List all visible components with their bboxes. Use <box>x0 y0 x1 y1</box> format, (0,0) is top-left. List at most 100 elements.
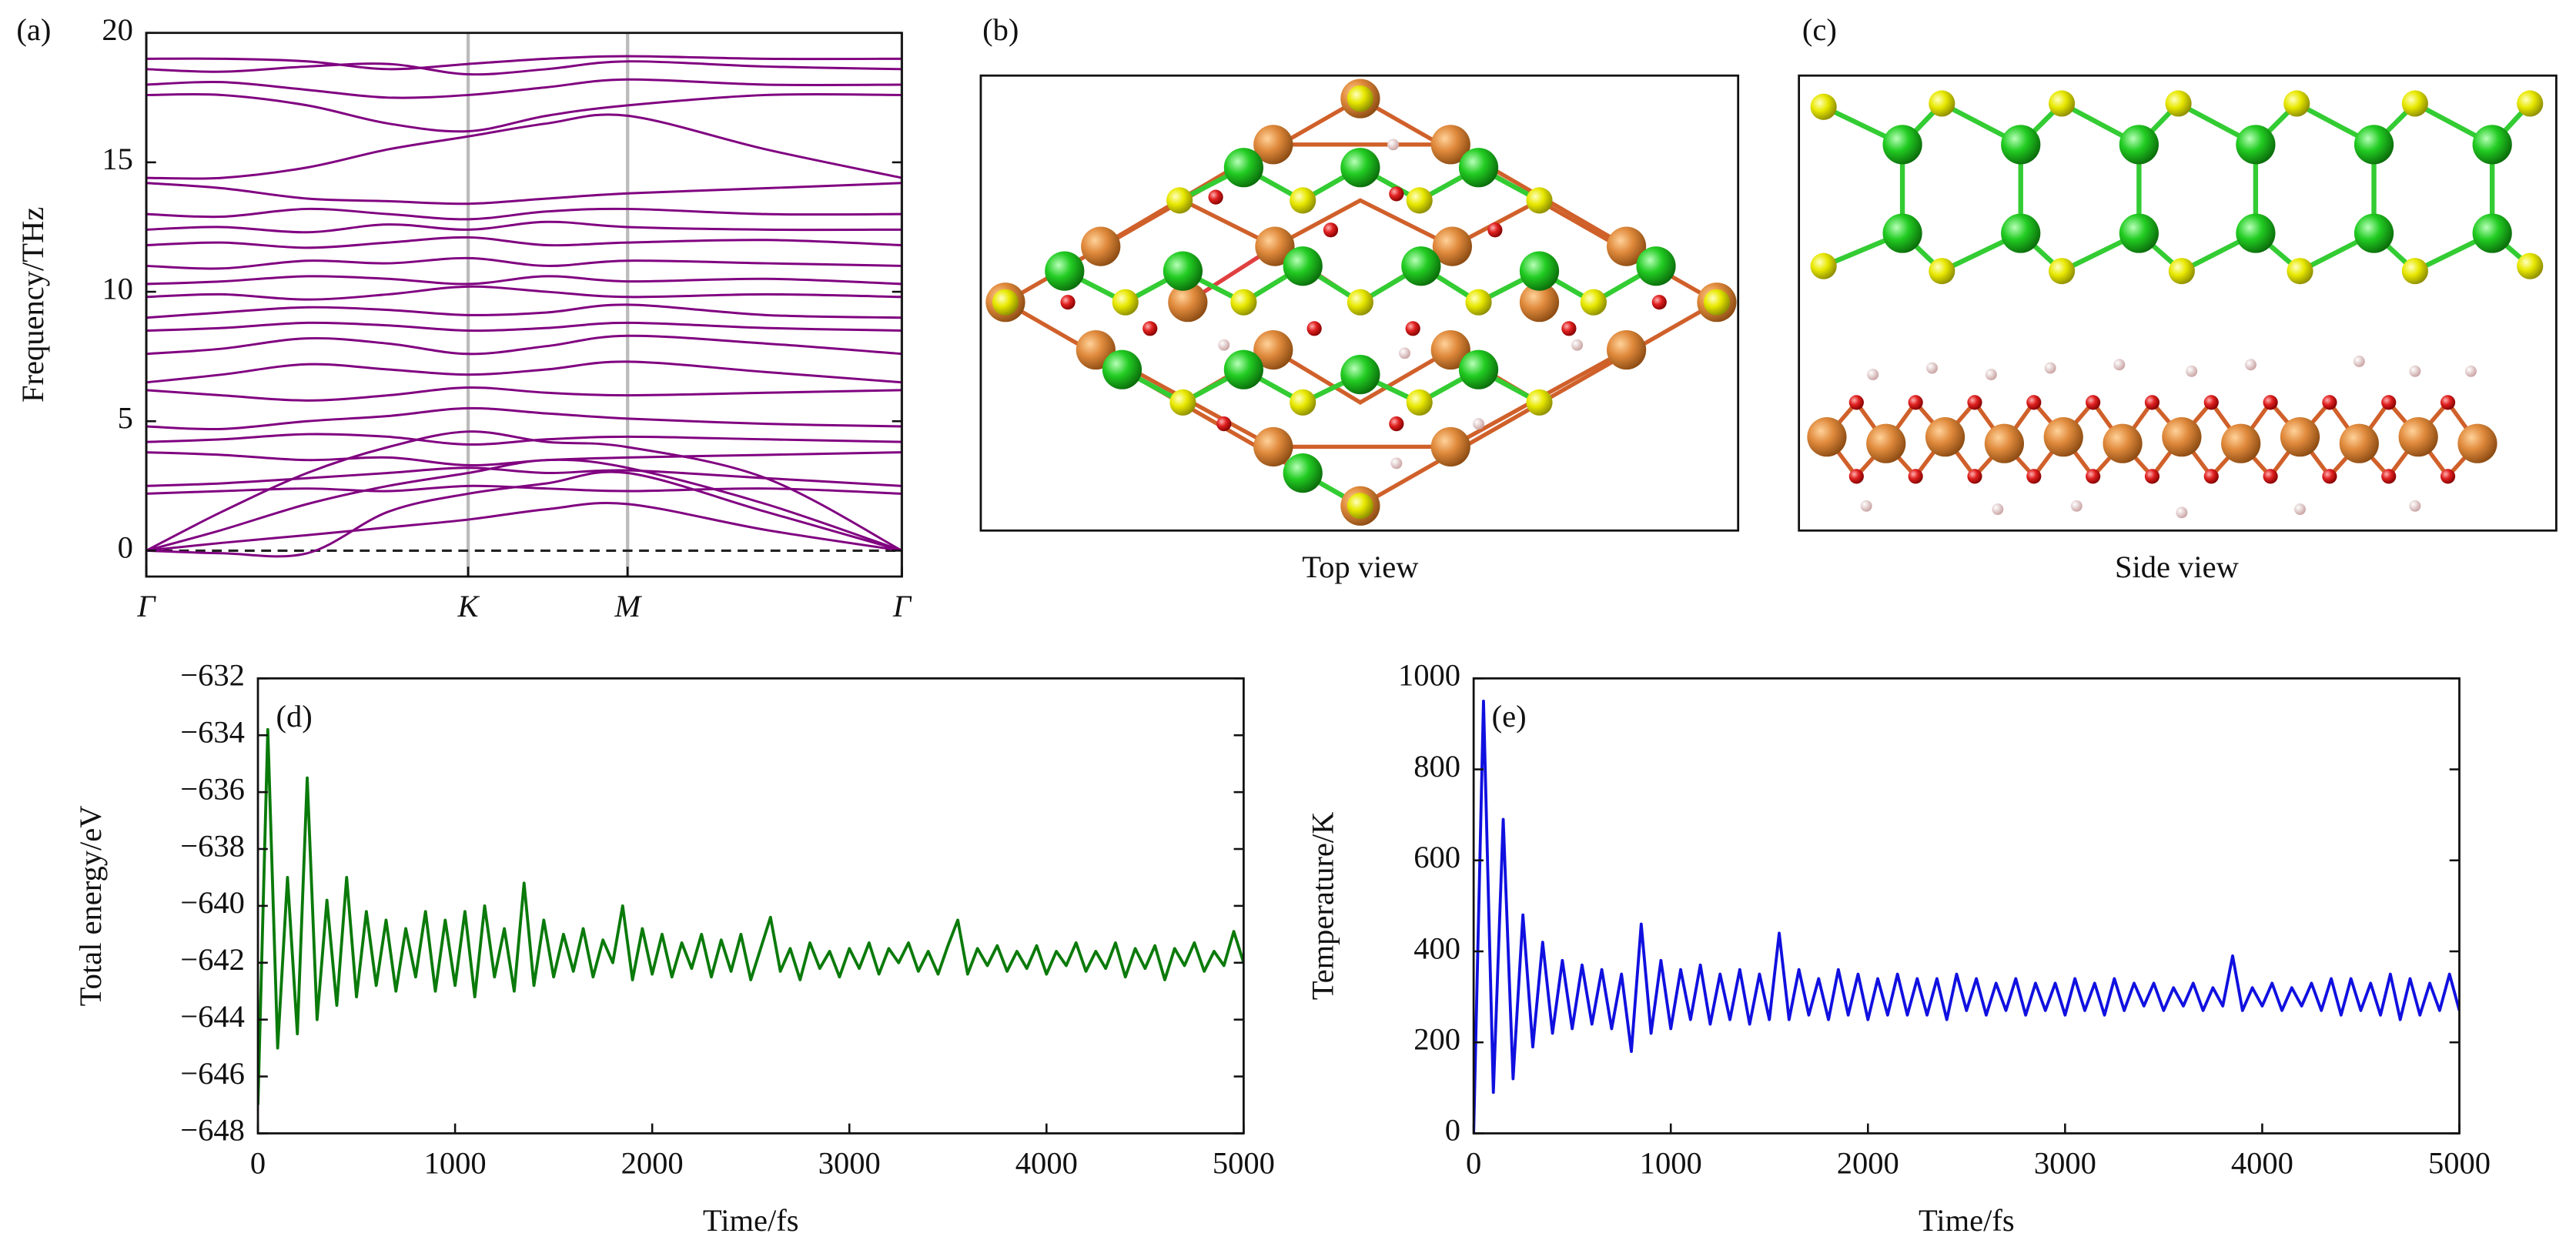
panel-label: (d) <box>276 699 313 734</box>
atom <box>2263 395 2278 410</box>
atom <box>1387 139 1400 151</box>
bond <box>1182 198 1541 249</box>
series-line <box>146 220 902 234</box>
x-tick-label: K <box>457 589 480 623</box>
atom <box>1323 222 1339 238</box>
atom <box>1406 389 1433 416</box>
y-tick-label: 20 <box>102 12 133 47</box>
series-line <box>146 406 902 431</box>
atom <box>2186 365 2198 377</box>
series-line <box>146 92 902 133</box>
y-tick-label: −648 <box>180 1113 245 1148</box>
y-axis-label: Temperature/K <box>1305 812 1340 1001</box>
y-tick-label: 600 <box>1413 840 1460 874</box>
series-line <box>146 466 902 487</box>
atom <box>1929 258 1955 285</box>
atom <box>1208 189 1223 205</box>
y-tick-label: 10 <box>102 271 133 306</box>
atom <box>1399 347 1410 359</box>
atom <box>1458 148 1499 188</box>
x-tick-label: 2000 <box>1837 1145 1899 1180</box>
atom <box>2026 395 2042 410</box>
series-line <box>146 430 902 552</box>
y-tick-label: 5 <box>118 401 133 436</box>
atom <box>2245 359 2257 371</box>
x-tick-label: 3000 <box>818 1145 881 1180</box>
atom <box>1223 148 1263 188</box>
atom <box>1992 503 2004 516</box>
series-line <box>146 285 902 301</box>
atom <box>1347 85 1373 112</box>
atom <box>2203 395 2219 410</box>
atom <box>2322 395 2337 410</box>
bonds <box>1825 399 2480 480</box>
x-tick-label: M <box>614 589 642 623</box>
x-axis-label: Time/fs <box>703 1203 799 1238</box>
plot-frame <box>145 32 903 578</box>
atom <box>1908 395 1923 410</box>
atom <box>2517 252 2544 279</box>
atom <box>2283 90 2310 117</box>
series-line <box>146 360 902 384</box>
atom <box>1045 251 1085 291</box>
atom <box>2103 423 2143 463</box>
atom <box>1340 148 1380 188</box>
caption: Top view <box>1302 550 1419 584</box>
atom <box>2398 417 2438 457</box>
atom <box>2043 417 2083 457</box>
atom <box>1807 417 1847 457</box>
y-tick-label: 0 <box>118 530 133 565</box>
x-tick-label: Γ <box>136 589 156 623</box>
series-line <box>258 727 1244 1105</box>
plot-area <box>1474 699 2460 1134</box>
atom <box>1473 418 1485 430</box>
atom <box>2049 258 2076 285</box>
x-tick-label: 1000 <box>424 1145 487 1180</box>
y-tick-label: 400 <box>1413 931 1460 965</box>
y-tick-label: 1000 <box>1398 658 1460 693</box>
series-line <box>1474 699 2460 1134</box>
atom <box>2401 90 2428 117</box>
y-tick-label: −634 <box>180 715 245 750</box>
x-tick-label: 1000 <box>1640 1145 1702 1180</box>
bonds <box>1822 100 2532 274</box>
atom <box>2517 90 2544 117</box>
atom <box>1306 321 1322 336</box>
atom <box>2353 356 2365 367</box>
atom <box>1636 246 1676 286</box>
atom <box>1967 469 1982 484</box>
plot-area <box>258 727 1244 1105</box>
atom <box>1216 416 1232 432</box>
series-line <box>146 275 902 286</box>
atom <box>2049 90 2076 117</box>
atom <box>2381 395 2397 410</box>
y-tick-label: 200 <box>1413 1022 1460 1057</box>
x-tick-label: 3000 <box>2034 1145 2096 1180</box>
atom <box>2001 125 2041 165</box>
atom <box>1430 426 1470 467</box>
atom <box>1166 187 1193 214</box>
atom <box>1526 389 1553 416</box>
y-tick-label: 0 <box>1445 1113 1460 1148</box>
atom <box>2119 125 2159 165</box>
atom <box>2168 258 2195 285</box>
series-line <box>146 321 902 333</box>
atom <box>1347 493 1373 520</box>
series-line <box>146 433 902 446</box>
y-tick-label: −646 <box>180 1056 245 1091</box>
atom <box>1465 289 1492 316</box>
atom <box>2119 213 2159 253</box>
atom <box>1405 321 1420 336</box>
atom <box>1929 90 1955 117</box>
atom <box>1519 251 1560 291</box>
panel-label: (a) <box>16 12 51 47</box>
atom <box>1112 289 1139 316</box>
atom <box>992 289 1019 316</box>
atom <box>2381 469 2397 484</box>
atom <box>2221 423 2261 463</box>
x-tick-label: 4000 <box>1015 1145 1078 1180</box>
y-tick-label: −644 <box>180 999 245 1034</box>
atom <box>1223 349 1263 389</box>
atom <box>1967 395 1982 410</box>
